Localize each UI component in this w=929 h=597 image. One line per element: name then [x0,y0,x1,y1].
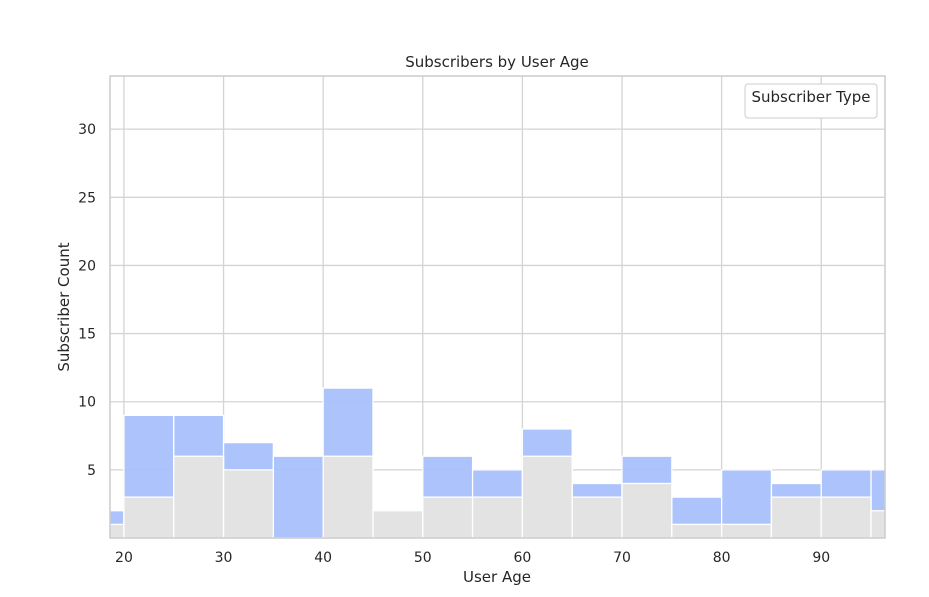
y-axis-label: Subscriber Count [55,242,73,371]
histogram-bar [820,496,872,538]
x-tick-label: 20 [115,550,133,566]
x-tick-label: 50 [414,550,432,566]
x-tick-labels: 20 30 40 50 60 70 80 90 [115,550,830,566]
x-tick-label: 70 [613,550,631,566]
histogram-bar [322,455,374,538]
histogram-bar [621,482,673,538]
y-tick-label: 30 [78,122,96,138]
legend-title: Subscriber Type [751,88,870,106]
y-tick-label: 15 [78,327,96,343]
histogram-bar [870,510,885,538]
y-tick-label: 10 [78,395,96,411]
bars-series-1 [110,455,885,538]
histogram-bar [123,496,175,538]
legend-box [744,83,878,119]
histogram-bar [372,510,424,538]
y-tick-label: 5 [87,463,96,479]
plot-frame [109,75,886,539]
histogram-bar [222,469,275,538]
histogram-bar [471,496,524,538]
y-tick-labels: 5 10 15 20 25 30 [78,122,96,479]
grid [110,76,885,538]
x-axis-label: User Age [463,568,531,586]
x-tick-label: 80 [713,550,731,566]
histogram-bar [272,455,324,538]
histogram-bar [720,523,773,538]
x-tick-label: 40 [314,550,332,566]
histogram-bar [571,496,623,538]
chart-title: Subscribers by User Age [405,53,589,71]
x-tick-label: 90 [812,550,830,566]
histogram-bar [422,496,474,538]
y-tick-label: 25 [78,190,96,206]
histogram-bar [173,455,225,538]
x-tick-label: 30 [215,550,233,566]
histogram-bar [770,496,822,538]
legend: Subscriber Type [744,83,878,119]
y-tick-label: 20 [78,258,96,274]
histogram-bar [110,523,125,538]
histogram-bar [521,455,573,538]
x-tick-label: 60 [513,550,531,566]
histogram-bar [671,523,723,538]
